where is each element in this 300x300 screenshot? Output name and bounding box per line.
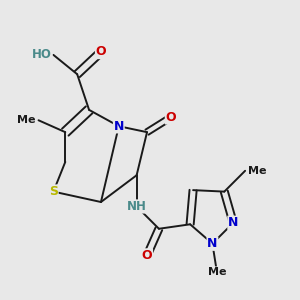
Text: O: O — [96, 45, 106, 58]
Text: S: S — [49, 185, 58, 198]
Text: N: N — [228, 216, 238, 229]
Text: N: N — [114, 120, 124, 133]
Text: O: O — [166, 111, 176, 124]
Text: HO: HO — [32, 48, 52, 62]
Text: O: O — [142, 249, 152, 262]
Text: NH: NH — [127, 200, 147, 213]
Text: N: N — [207, 237, 218, 250]
Text: Me: Me — [248, 166, 267, 176]
Text: Me: Me — [17, 115, 36, 125]
Text: Me: Me — [208, 267, 226, 277]
